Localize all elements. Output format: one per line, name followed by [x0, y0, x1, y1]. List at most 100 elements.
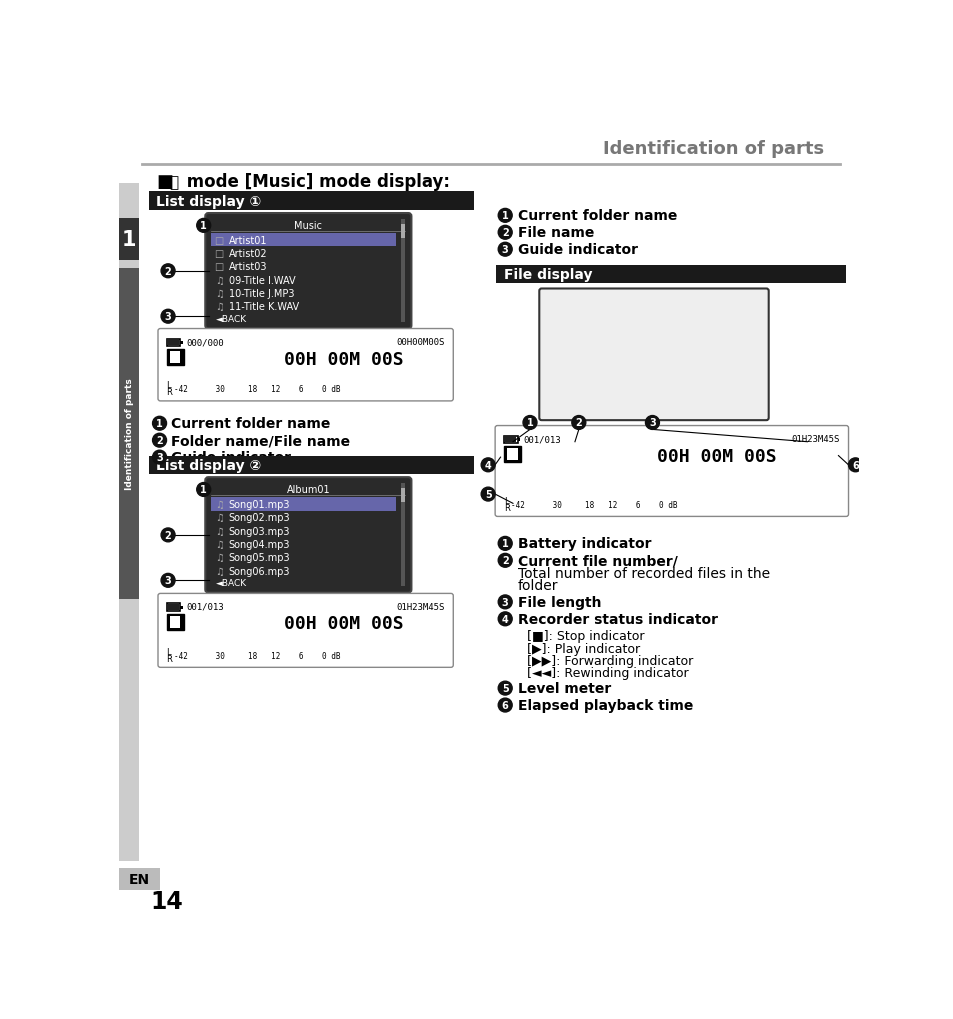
Text: Artist02: Artist02	[229, 249, 267, 259]
Text: 1: 1	[200, 485, 207, 495]
Text: 10-Title J.MP3: 10-Title J.MP3	[229, 288, 294, 299]
Circle shape	[196, 483, 211, 497]
Text: 00H00M00S: 00H00M00S	[395, 337, 444, 346]
Text: □: □	[214, 262, 224, 272]
Text: List display ②: List display ②	[156, 459, 261, 473]
Text: Folder name/File name: Folder name/File name	[171, 434, 350, 447]
Text: EN: EN	[129, 872, 150, 887]
Text: 2: 2	[501, 228, 508, 238]
Circle shape	[497, 682, 512, 695]
Text: File length: File length	[517, 595, 600, 609]
Text: Song03.mp3: Song03.mp3	[229, 526, 290, 536]
Text: Total number of recorded files in the: Total number of recorded files in the	[517, 567, 769, 580]
Text: 2: 2	[156, 436, 163, 445]
Bar	[119, 183, 139, 861]
Text: Battery indicator: Battery indicator	[517, 537, 650, 551]
Text: Elapsed playback time: Elapsed playback time	[517, 698, 692, 712]
Text: 14: 14	[150, 889, 183, 913]
Text: 🎤: 🎤	[170, 175, 178, 190]
Text: Identification of parts: Identification of parts	[125, 378, 133, 490]
Text: [◄◄]: Rewinding indicator: [◄◄]: Rewinding indicator	[526, 666, 688, 680]
Text: 09-Title I.WAV: 09-Title I.WAV	[229, 275, 294, 285]
Circle shape	[161, 574, 174, 588]
Text: File display: File display	[503, 268, 592, 281]
Text: 01H23M45S: 01H23M45S	[395, 602, 444, 611]
Text: 11-Title K.WAV: 11-Title K.WAV	[229, 303, 298, 312]
Bar	[170, 352, 180, 364]
Text: Song02.mp3: Song02.mp3	[229, 513, 290, 523]
Bar	[119, 868, 159, 890]
Text: 3: 3	[156, 452, 163, 463]
Circle shape	[497, 244, 512, 257]
Text: 01H23M45S: 01H23M45S	[791, 435, 840, 443]
Circle shape	[645, 416, 659, 430]
Text: mode [Music] mode display:: mode [Music] mode display:	[181, 173, 450, 192]
FancyBboxPatch shape	[205, 478, 411, 593]
Text: Album01: Album01	[286, 484, 330, 494]
Circle shape	[571, 416, 585, 430]
Bar	[167, 604, 179, 610]
Text: 000/000: 000/000	[187, 337, 224, 346]
Circle shape	[847, 459, 862, 472]
Bar	[503, 447, 520, 463]
Text: L: L	[167, 381, 171, 390]
Text: L: L	[503, 496, 508, 505]
Text: R: R	[167, 654, 172, 663]
Text: Current folder name: Current folder name	[171, 417, 330, 431]
Text: -42      30     18   12    6    0 dB: -42 30 18 12 6 0 dB	[511, 500, 678, 510]
Circle shape	[480, 459, 495, 472]
Text: 3: 3	[648, 418, 655, 428]
Bar	[504, 437, 516, 443]
Bar	[400, 488, 405, 502]
Text: Current file number/: Current file number/	[517, 553, 677, 568]
Text: Music: Music	[294, 220, 322, 230]
Text: 2: 2	[165, 530, 172, 540]
Circle shape	[497, 209, 512, 223]
Text: 00H 00M 00S: 00H 00M 00S	[657, 447, 776, 465]
Text: 1: 1	[501, 211, 508, 221]
Text: ♫: ♫	[214, 303, 223, 312]
Text: L: L	[167, 647, 171, 656]
Text: 6: 6	[851, 461, 858, 471]
Text: ♫: ♫	[214, 513, 223, 523]
Circle shape	[497, 226, 512, 239]
Circle shape	[161, 310, 174, 324]
Text: Song04.mp3: Song04.mp3	[229, 539, 290, 549]
Bar	[149, 193, 474, 211]
Text: Guide indicator: Guide indicator	[517, 243, 637, 257]
Bar	[400, 224, 405, 238]
Bar	[180, 341, 183, 344]
Text: ♫: ♫	[214, 288, 223, 299]
FancyBboxPatch shape	[495, 426, 847, 517]
Circle shape	[497, 612, 512, 626]
FancyBboxPatch shape	[158, 329, 453, 401]
Text: 3: 3	[501, 245, 508, 255]
Text: 2: 2	[165, 267, 172, 276]
Text: 5: 5	[501, 684, 508, 694]
Bar	[400, 220, 405, 323]
Text: Recorder status indicator: Recorder status indicator	[517, 612, 717, 627]
Text: Current folder name: Current folder name	[517, 209, 677, 223]
Bar	[517, 438, 519, 441]
FancyBboxPatch shape	[538, 289, 768, 421]
Text: R: R	[503, 503, 509, 513]
Text: Song06.mp3: Song06.mp3	[229, 566, 290, 576]
Text: Artist01: Artist01	[229, 235, 267, 246]
Text: Artist03: Artist03	[229, 262, 267, 272]
Text: Song05.mp3: Song05.mp3	[229, 552, 290, 562]
Text: 001/013: 001/013	[523, 435, 560, 443]
Text: Guide indicator: Guide indicator	[171, 450, 291, 465]
Circle shape	[497, 553, 512, 568]
Text: 1: 1	[156, 419, 163, 429]
Bar	[170, 616, 180, 629]
Bar	[167, 339, 180, 346]
Text: R: R	[167, 388, 172, 396]
Bar	[180, 606, 183, 609]
Text: 00H 00M 00S: 00H 00M 00S	[283, 351, 403, 368]
Circle shape	[522, 416, 537, 430]
Text: Song01.mp3: Song01.mp3	[229, 499, 290, 510]
Circle shape	[480, 488, 495, 501]
Circle shape	[152, 450, 167, 465]
Bar	[212, 233, 395, 248]
Text: 4: 4	[484, 461, 491, 471]
